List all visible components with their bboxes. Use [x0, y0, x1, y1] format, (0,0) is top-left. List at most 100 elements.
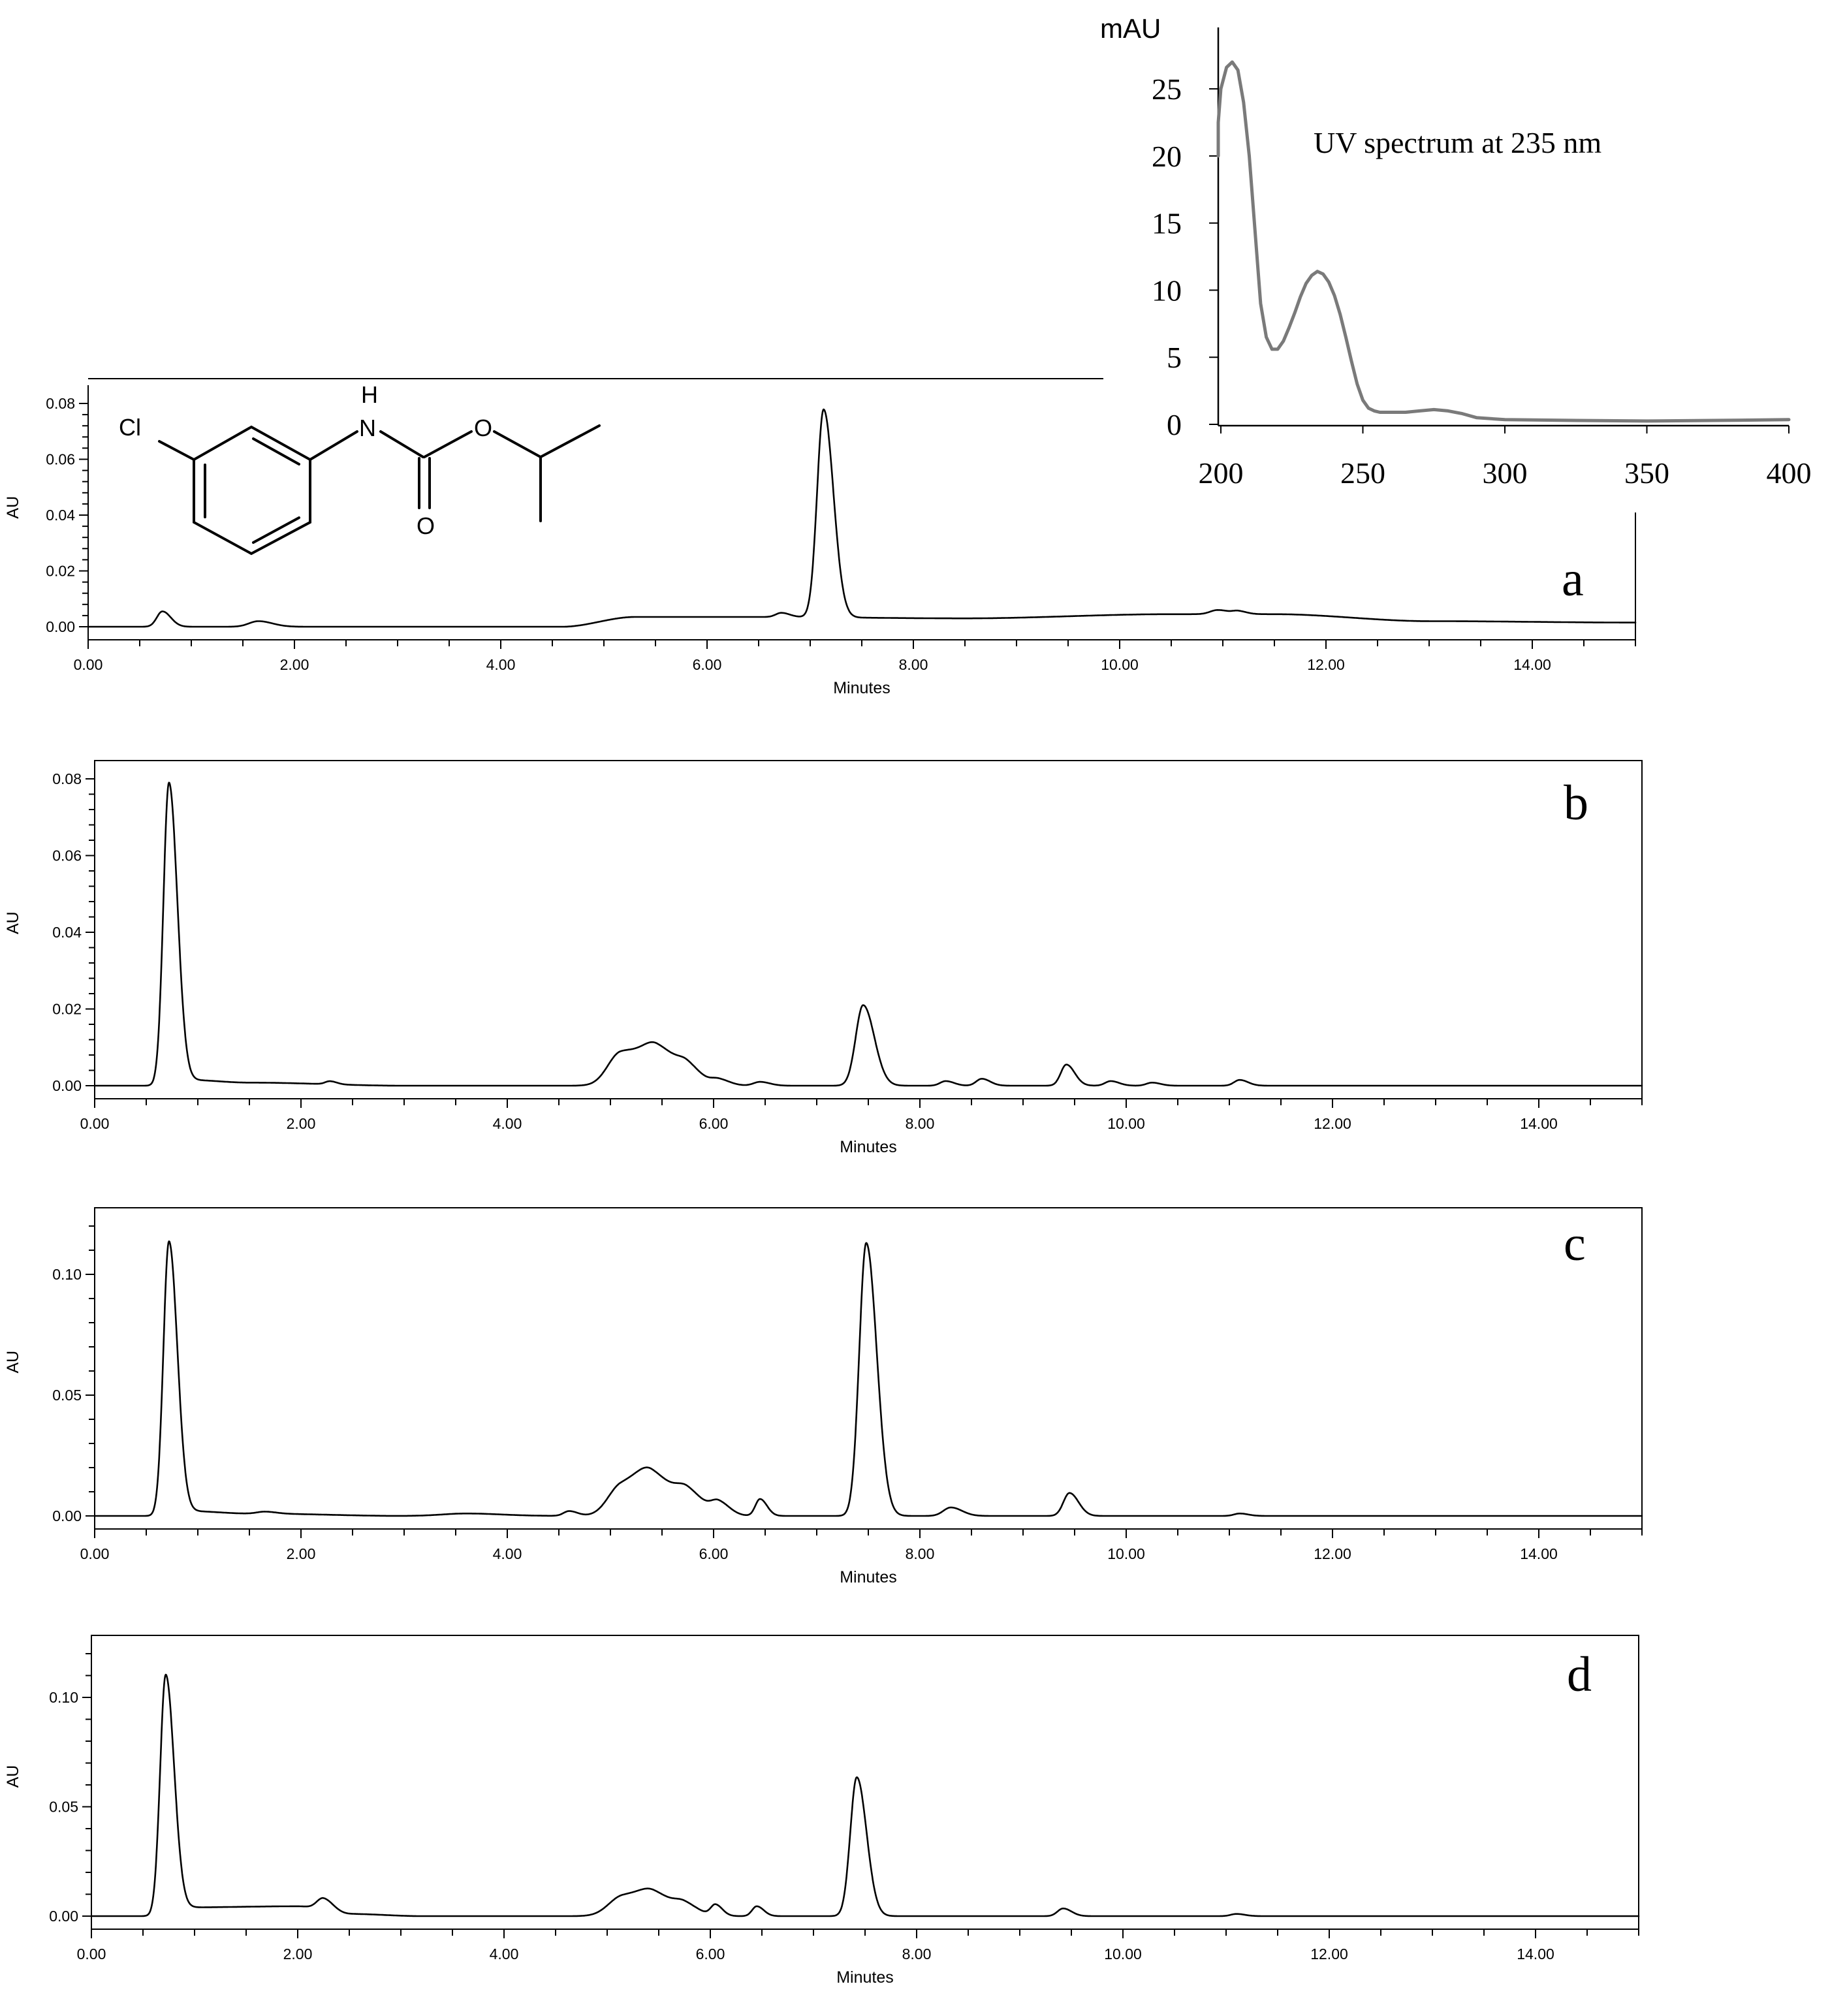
y-tick-label: 0.10 [49, 1689, 78, 1706]
uv-x-tick-label: 250 [1340, 456, 1385, 490]
chromatogram-line-c [93, 1240, 1643, 1517]
panel-label-b: b [1564, 776, 1588, 830]
uv-axes: 0 5 10 15 20 25 200 250 300 350 400 [1152, 27, 1812, 490]
chromatogram-line-b [93, 781, 1643, 1087]
uv-y-tick-label: 5 [1167, 341, 1182, 374]
y-tick-label: 0.05 [49, 1799, 78, 1816]
chromatogram-a: 0.00 2.00 4.00 6.00 8.00 10.00 12.00 14.00 Minut… [4, 378, 1637, 697]
y-tick-label: 0.02 [52, 1001, 82, 1018]
uv-spectrum-line [1216, 60, 1791, 423]
x-tick-label: 14.00 [1520, 1115, 1558, 1132]
x-tick-label: 8.00 [902, 1945, 932, 1962]
uv-annotation: UV spectrum at 235 nm [1314, 126, 1601, 159]
atom-n: N [359, 415, 376, 441]
uv-y-tick-label: 0 [1167, 408, 1182, 441]
y-axis-label: AU [4, 1351, 22, 1374]
chromatogram-c: 0.00 2.00 4.00 6.00 8.00 10.00 12.00 14.00 Minut… [4, 1207, 1643, 1586]
x-tick-label: 10.00 [1107, 1545, 1145, 1562]
y-tick-label: 0.08 [52, 770, 82, 787]
benzene-ring [193, 425, 311, 556]
x-tick-label: 14.00 [1513, 656, 1551, 673]
x-tick-label: 2.00 [280, 656, 309, 673]
uv-y-tick-label: 25 [1152, 72, 1182, 106]
x-tick-label: 0.00 [80, 1545, 110, 1562]
chromatogram-line-a [87, 408, 1637, 628]
uv-ylabel: mAU [1100, 13, 1161, 44]
atom-o-ester: O [474, 415, 492, 441]
x-tick-label: 10.00 [1104, 1945, 1142, 1962]
x-tick-label: 12.00 [1310, 1945, 1348, 1962]
plot-frame [91, 1635, 1639, 1930]
chromatogram-d: 0.00 2.00 4.00 6.00 8.00 10.00 12.00 14.00 Minut… [4, 1635, 1640, 1987]
plot-frame [94, 760, 1643, 1099]
y-tick-label: 0.00 [52, 1507, 82, 1524]
oc-bond [493, 430, 542, 458]
y-tick-label: 0.06 [52, 847, 82, 864]
x-tick-label: 10.00 [1107, 1115, 1145, 1132]
y-axis-label: AU [4, 1765, 22, 1788]
atom-o-carbonyl: O [417, 512, 435, 539]
chromatogram-line-d [90, 1673, 1640, 1917]
x-axis-label: Minutes [840, 1138, 897, 1156]
x-tick-label: 8.00 [906, 1115, 935, 1132]
uv-x-tick-label: 200 [1199, 456, 1244, 490]
co-bond [423, 430, 473, 458]
x-tick-label: 2.00 [287, 1545, 316, 1562]
x-tick-label: 4.00 [493, 1545, 522, 1562]
x-tick-label: 6.00 [693, 656, 722, 673]
panel-label-a: a [1562, 552, 1584, 606]
x-tick-label: 2.00 [283, 1945, 313, 1962]
uv-x-tick-label: 400 [1767, 456, 1812, 490]
x-tick-label: 8.00 [906, 1545, 935, 1562]
n-bond [309, 430, 358, 461]
x-tick-label: 4.00 [486, 656, 516, 673]
y-tick-label: 0.04 [52, 924, 82, 941]
x-tick-label: 6.00 [699, 1115, 729, 1132]
x-tick-label: 6.00 [696, 1945, 725, 1962]
panel-label-d: d [1567, 1647, 1592, 1702]
atom-cl: Cl [119, 414, 141, 441]
x-tick-label: 4.00 [490, 1945, 519, 1962]
plot-frame [94, 1207, 1643, 1530]
y-tick-label: 0.00 [49, 1908, 78, 1925]
chromatogram-panels: 0.00 2.00 4.00 6.00 8.00 10.00 12.00 14.00 Minut… [4, 378, 1643, 1987]
x-tick-label: 0.00 [74, 656, 103, 673]
y-tick-label: 0.10 [52, 1266, 82, 1283]
y-axis-label: AU [4, 911, 22, 934]
x-tick-label: 0.00 [77, 1945, 106, 1962]
x-tick-label: 12.00 [1307, 656, 1345, 673]
x-tick-label: 2.00 [287, 1115, 316, 1132]
x-tick-label: 14.00 [1517, 1945, 1554, 1962]
uv-y-tick-label: 20 [1152, 140, 1182, 173]
uv-y-tick-label: 10 [1152, 274, 1182, 307]
y-tick-label: 0.00 [46, 618, 75, 635]
uv-x-tick-label: 300 [1483, 456, 1528, 490]
atom-h: H [361, 381, 378, 408]
x-tick-label: 8.00 [899, 656, 928, 673]
x-tick-label: 0.00 [80, 1115, 110, 1132]
x-axis-label: Minutes [836, 1968, 894, 1987]
y-tick-label: 0.06 [46, 451, 75, 468]
chromatogram-b: 0.00 2.00 4.00 6.00 8.00 10.00 12.00 14.00 Minut… [4, 760, 1643, 1156]
x-axis-label: Minutes [840, 1568, 897, 1586]
uv-x-tick-label: 350 [1624, 456, 1669, 490]
uv-y-tick-label: 15 [1152, 207, 1182, 240]
uv-spectrum-inset: mAU UV spectrum at 235 nm 0 5 10 15 20 25 200 2… [1100, 13, 1812, 490]
x-tick-label: 4.00 [493, 1115, 522, 1132]
x-axis-label: Minutes [833, 679, 891, 697]
x-tick-label: 6.00 [699, 1545, 729, 1562]
x-tick-label: 14.00 [1520, 1545, 1558, 1562]
y-tick-label: 0.02 [46, 563, 75, 580]
y-tick-label: 0.00 [52, 1077, 82, 1094]
chemical-structure: Cl H N O O [119, 381, 601, 556]
x-tick-label: 12.00 [1314, 1115, 1351, 1132]
x-tick-label: 12.00 [1314, 1545, 1351, 1562]
y-tick-label: 0.08 [46, 395, 75, 412]
uv-inset-backdrop [1103, 0, 1845, 504]
panel-label-c: c [1564, 1216, 1586, 1271]
cl-bond [158, 440, 195, 461]
y-axis-label: AU [4, 496, 22, 519]
methyl-up-bond [539, 424, 601, 458]
nc-bond [379, 430, 424, 458]
